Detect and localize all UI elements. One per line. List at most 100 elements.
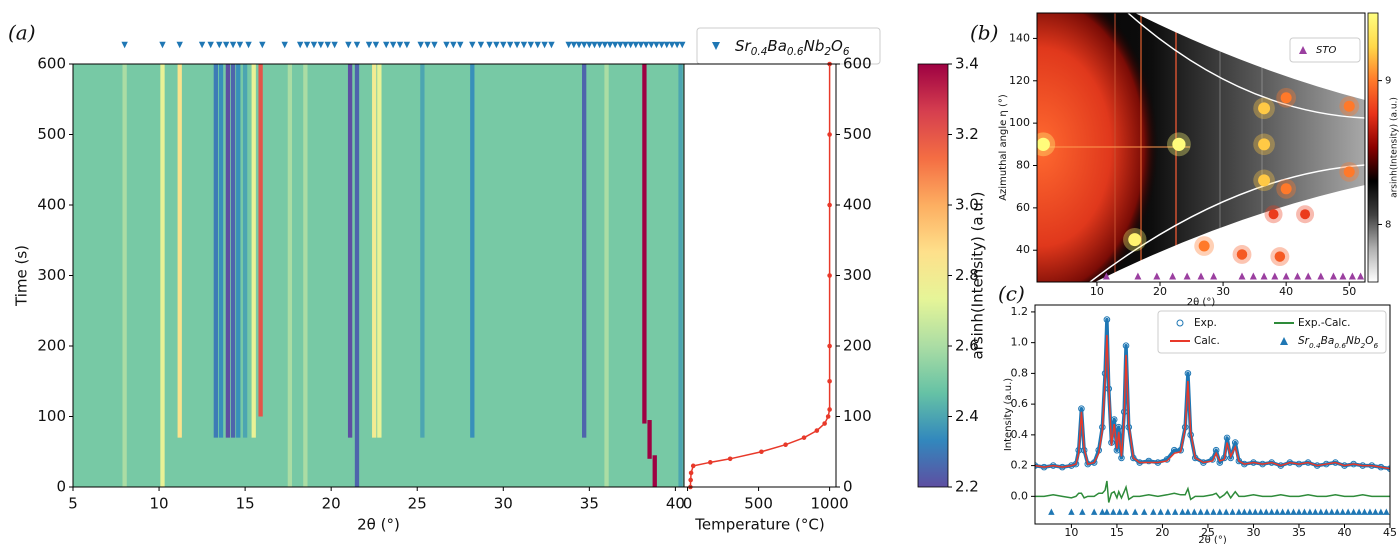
reflection-marker	[1263, 508, 1270, 515]
exp-point	[1231, 439, 1239, 446]
panel-label: (b)	[970, 21, 998, 45]
legend-label: Exp.-Calc.	[1298, 317, 1350, 329]
spot	[1172, 137, 1186, 151]
reflection-marker	[1361, 508, 1368, 515]
reflection-marker	[1339, 272, 1347, 280]
y-tick-label: 0	[843, 478, 853, 496]
exp-point	[1115, 423, 1123, 431]
heatmap-stripe	[122, 64, 127, 487]
plot-area	[1035, 316, 1390, 515]
formula-part: 0.6	[787, 46, 804, 58]
reflection-marker	[281, 41, 288, 49]
exp-point	[1103, 316, 1111, 323]
reflection-marker	[310, 41, 318, 49]
spot	[1343, 100, 1355, 112]
heatmap-stripe	[230, 64, 236, 438]
heatmap-stripe	[287, 64, 293, 487]
reflection-marker	[1339, 508, 1346, 515]
y-tick-label: 0.8	[1011, 366, 1029, 379]
reflection-marker	[591, 41, 598, 49]
reflection-marker	[317, 41, 325, 49]
formula-part: Sr	[1298, 335, 1310, 347]
reflection-marker	[1329, 272, 1337, 280]
legend-label: Sr0.4Ba0.6Nb2O6	[1298, 335, 1378, 350]
reflection-marker	[1348, 272, 1356, 280]
reflection-marker	[1169, 272, 1177, 280]
x-tick-label: 40	[1337, 526, 1351, 539]
reflection-marker	[596, 41, 603, 49]
reflection-marker	[1216, 508, 1223, 515]
y-tick-label: 1.0	[1011, 336, 1029, 349]
y-tick-label: 80	[1016, 159, 1030, 172]
heatmap-stripe	[470, 64, 475, 438]
y-tick-label: 120	[1009, 74, 1030, 87]
reflection-marker	[1238, 272, 1246, 280]
heatmap	[73, 64, 684, 487]
y-tick-label: 200	[37, 337, 66, 355]
y-tick-label: 0.4	[1011, 428, 1029, 441]
x-tick-label: 0	[683, 495, 693, 513]
reflection-marker	[1257, 508, 1264, 515]
reflection-marker	[176, 41, 183, 49]
y-tick-label: 140	[1009, 31, 1030, 44]
temperature-point	[759, 449, 764, 455]
reflection-marker	[1079, 508, 1086, 515]
reflection-marker	[353, 41, 361, 49]
reflection-marker	[527, 41, 535, 49]
reflection-marker	[1210, 272, 1218, 280]
legend-label: Calc.	[1194, 335, 1220, 347]
y-tick-label: 60	[1016, 201, 1030, 214]
heatmap-stripe	[642, 64, 647, 424]
reflection-marker	[121, 41, 128, 49]
reflection-marker	[1294, 272, 1302, 280]
heatmap-stripe	[160, 64, 165, 487]
spot	[1258, 174, 1271, 187]
panel-label: (a)	[8, 21, 36, 45]
arc	[1089, 164, 1365, 282]
colorbar-label: arsinh(Intensity) (a.u.)	[1390, 97, 1400, 198]
y-axis-label: Intensity (a.u.)	[1003, 378, 1014, 451]
reflection-marker	[443, 41, 450, 49]
colorbar	[1367, 12, 1379, 283]
reflection-marker	[1122, 508, 1130, 515]
temperature-point	[690, 463, 696, 469]
y-tick-label: 400	[37, 196, 66, 214]
temperature-point	[827, 202, 832, 208]
reflection-marker	[1102, 272, 1110, 280]
reflection-marker	[1317, 272, 1325, 280]
x-tick-label: 40	[1279, 285, 1293, 298]
series-line	[1035, 334, 1390, 470]
reflection-marker	[1099, 508, 1106, 515]
legend-label: Exp.	[1194, 317, 1217, 329]
reflection-marker	[1068, 508, 1075, 515]
colorbar-tick-label: 2.2	[955, 478, 979, 496]
y-tick-label: 0.0	[1011, 489, 1029, 502]
temperature-point	[827, 343, 832, 349]
reflection-marker	[372, 41, 380, 49]
spot	[1258, 102, 1271, 115]
reflection-marker	[658, 41, 665, 49]
reflection-marker	[1157, 508, 1164, 515]
heatmap-stripe	[582, 64, 587, 438]
reflection-marker	[1328, 508, 1335, 515]
reflection-marker	[1110, 508, 1117, 515]
masked-region	[1095, 185, 1365, 282]
reflection-marker	[1279, 508, 1286, 515]
reflection-marker	[1306, 508, 1314, 515]
reflection-marker	[565, 41, 572, 49]
reflection-marker	[1377, 508, 1385, 515]
reflection-marker	[1372, 508, 1379, 515]
y-tick-label: 200	[843, 337, 872, 355]
x-tick-label: 45	[1383, 526, 1397, 539]
temperature-point	[827, 273, 832, 278]
legend-marker	[1280, 337, 1288, 345]
reflection-marker	[216, 41, 223, 49]
reflection-marker	[245, 41, 252, 49]
y-tick-label: 1.2	[1011, 305, 1029, 318]
reflection-marker	[611, 41, 619, 49]
formula-part: Sr	[735, 37, 752, 55]
y-tick-label: 500	[843, 125, 872, 143]
reflection-marker	[159, 41, 166, 49]
spot	[1037, 137, 1050, 151]
y-tick-label: 0.2	[1011, 459, 1029, 472]
